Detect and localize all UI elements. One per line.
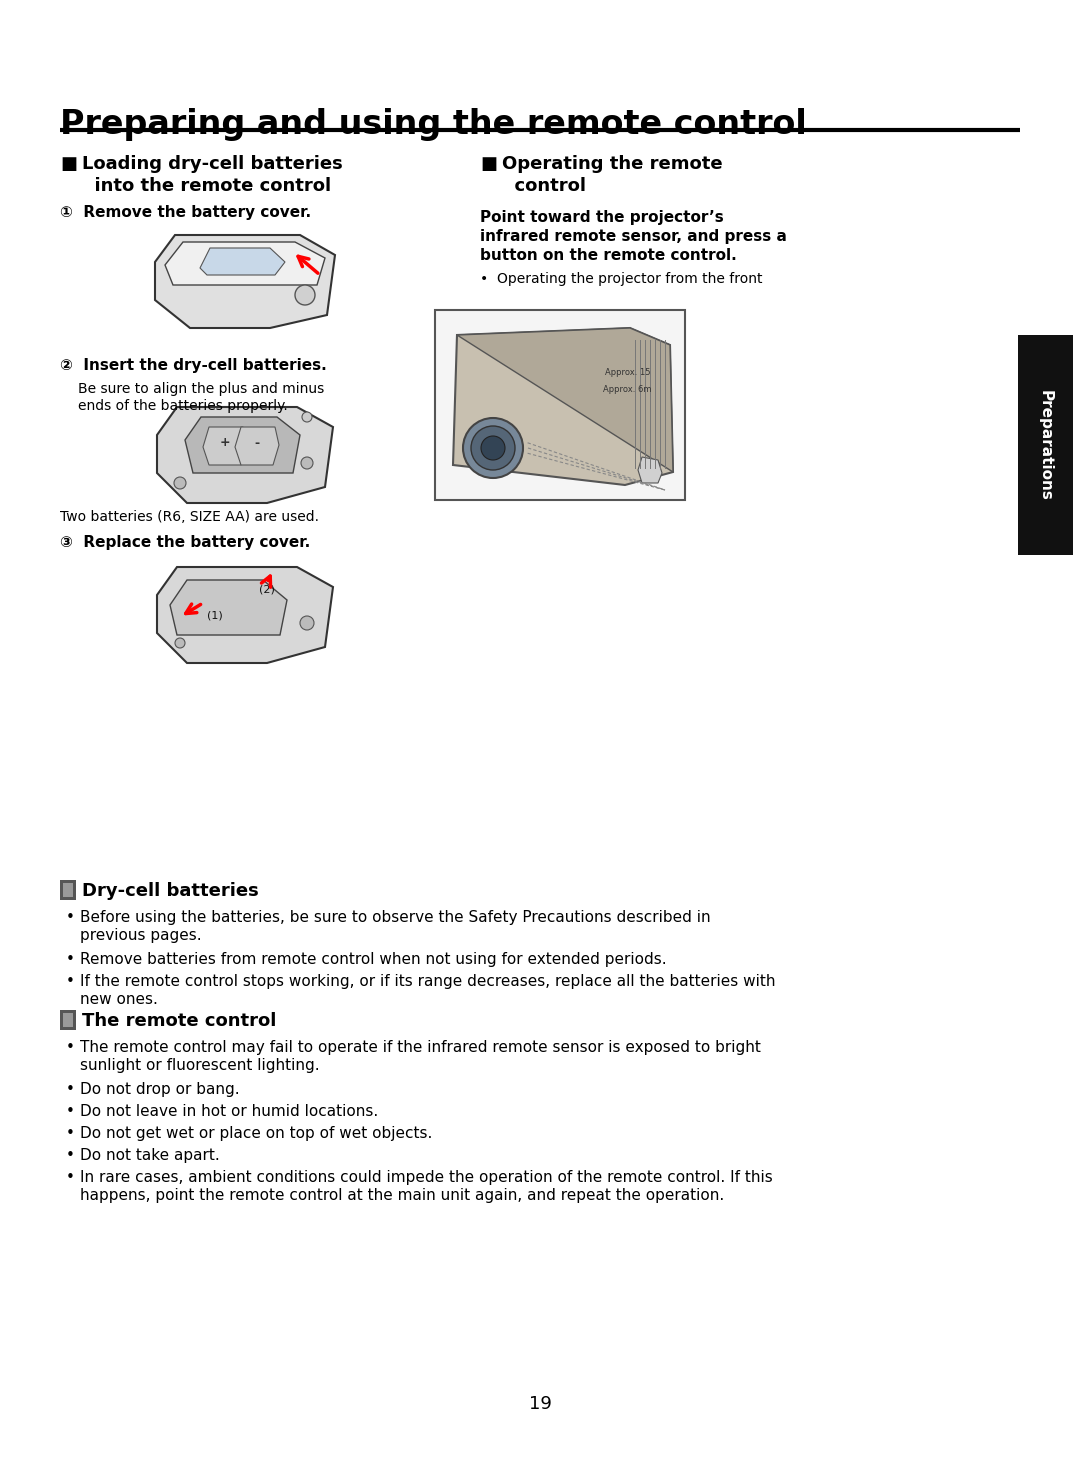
Text: The remote control may fail to operate if the infrared remote sensor is exposed : The remote control may fail to operate i… [80,1040,761,1055]
Polygon shape [457,329,673,472]
Text: Dry-cell batteries: Dry-cell batteries [82,882,259,899]
Polygon shape [185,417,300,472]
Text: Loading dry-cell batteries: Loading dry-cell batteries [82,156,342,173]
Polygon shape [200,248,285,274]
Text: button on the remote control.: button on the remote control. [480,248,737,263]
Text: •: • [66,910,75,926]
Text: ■: ■ [60,156,77,173]
Text: Operating the remote: Operating the remote [502,156,723,173]
Polygon shape [638,458,662,483]
Text: sunlight or fluorescent lighting.: sunlight or fluorescent lighting. [80,1058,320,1072]
Text: Do not leave in hot or humid locations.: Do not leave in hot or humid locations. [80,1105,378,1119]
Text: Point toward the projector’s: Point toward the projector’s [480,210,724,224]
Text: -: - [255,437,259,449]
Text: Remove batteries from remote control when not using for extended periods.: Remove batteries from remote control whe… [80,952,666,967]
Circle shape [471,425,515,469]
Text: Be sure to align the plus and minus: Be sure to align the plus and minus [78,381,324,396]
Circle shape [175,638,185,648]
Text: •: • [66,1105,75,1119]
Text: infrared remote sensor, and press a: infrared remote sensor, and press a [480,229,787,244]
Text: ①  Remove the battery cover.: ① Remove the battery cover. [60,205,311,220]
Text: Before using the batteries, be sure to observe the Safety Precautions described : Before using the batteries, be sure to o… [80,910,711,926]
Text: •  Operating the projector from the front: • Operating the projector from the front [480,271,762,286]
Circle shape [301,458,313,469]
Text: Preparing and using the remote control: Preparing and using the remote control [60,109,807,141]
Polygon shape [165,242,325,285]
Text: ②  Insert the dry-cell batteries.: ② Insert the dry-cell batteries. [60,358,327,373]
Text: control: control [502,178,586,195]
Text: ③  Replace the battery cover.: ③ Replace the battery cover. [60,535,310,550]
Text: Two batteries (R6, SIZE AA) are used.: Two batteries (R6, SIZE AA) are used. [60,511,319,524]
Circle shape [174,477,186,489]
Text: Do not take apart.: Do not take apart. [80,1149,219,1163]
Text: •: • [66,1171,75,1185]
Polygon shape [453,329,673,486]
Circle shape [463,418,523,478]
Text: In rare cases, ambient conditions could impede the operation of the remote contr: In rare cases, ambient conditions could … [80,1171,773,1185]
Text: Do not get wet or place on top of wet objects.: Do not get wet or place on top of wet ob… [80,1127,432,1141]
Text: Do not drop or bang.: Do not drop or bang. [80,1083,240,1097]
Circle shape [302,412,312,422]
Bar [60,1009,76,1030]
Text: The remote control: The remote control [82,1012,276,1030]
Text: •: • [66,974,75,989]
Bar [63,883,73,896]
Text: Approx. 6m: Approx. 6m [603,384,651,395]
Polygon shape [203,427,247,465]
Text: into the remote control: into the remote control [82,178,332,195]
Bar [63,1014,73,1027]
Polygon shape [170,579,287,635]
Polygon shape [235,427,279,465]
Text: ■: ■ [480,156,497,173]
Bar [1018,334,1074,555]
Text: (2): (2) [259,585,275,596]
Text: •: • [66,952,75,967]
Bar [60,880,76,899]
Text: Preparations: Preparations [1038,390,1053,500]
Text: Approx. 15: Approx. 15 [605,368,650,377]
Polygon shape [156,235,335,329]
Circle shape [300,616,314,629]
Text: new ones.: new ones. [80,992,158,1006]
Text: (1): (1) [207,610,222,621]
Polygon shape [157,568,333,663]
Circle shape [295,285,315,305]
Text: happens, point the remote control at the main unit again, and repeat the operati: happens, point the remote control at the… [80,1188,725,1203]
Text: ends of the batteries properly.: ends of the batteries properly. [78,399,287,414]
Text: •: • [66,1149,75,1163]
Text: +: + [219,437,230,449]
Circle shape [481,436,505,461]
Text: 19: 19 [528,1395,552,1413]
Text: previous pages.: previous pages. [80,929,202,943]
Text: If the remote control stops working, or if its range decreases, replace all the : If the remote control stops working, or … [80,974,775,989]
Text: •: • [66,1040,75,1055]
Polygon shape [157,406,333,503]
Text: •: • [66,1127,75,1141]
Text: •: • [66,1083,75,1097]
Bar [435,310,685,500]
